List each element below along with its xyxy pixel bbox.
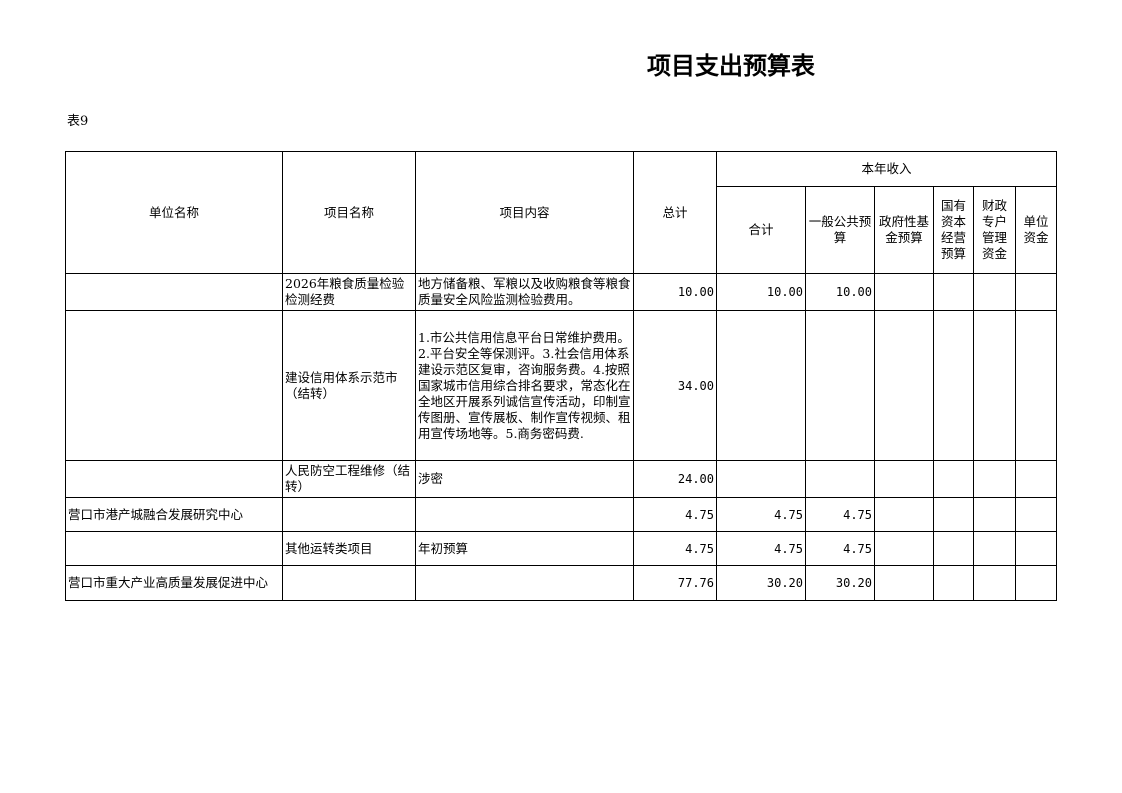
cell-project bbox=[282, 497, 416, 532]
cell-content: 1.市公共信用信息平台日常维护费用。2.平台安全等保测评。3.社会信用体系建设示… bbox=[415, 310, 634, 461]
cell-content: 年初预算 bbox=[415, 531, 634, 566]
cell-own bbox=[1015, 273, 1057, 311]
cell-own bbox=[1015, 531, 1057, 566]
cell-project: 其他运转类项目 bbox=[282, 531, 416, 566]
table-row: 人民防空工程维修（结转） 涉密 24.00 bbox=[65, 460, 1057, 498]
cell-unit: 营口市港产城融合发展研究中心 bbox=[65, 497, 283, 532]
cell-special bbox=[973, 273, 1016, 311]
cell-total: 34.00 bbox=[633, 310, 717, 461]
table-row: 其他运转类项目 年初预算 4.75 4.75 4.75 bbox=[65, 531, 1057, 566]
header-income: 本年收入 bbox=[716, 151, 1057, 187]
cell-special bbox=[973, 531, 1016, 566]
cell-state bbox=[933, 273, 974, 311]
header-sum: 合计 bbox=[716, 186, 806, 274]
cell-fund bbox=[874, 531, 934, 566]
cell-sum bbox=[716, 310, 806, 461]
header-content: 项目内容 bbox=[415, 151, 634, 274]
cell-special bbox=[973, 310, 1016, 461]
cell-fund bbox=[874, 565, 934, 601]
cell-state bbox=[933, 497, 974, 532]
header-unit: 单位名称 bbox=[65, 151, 283, 274]
cell-general: 4.75 bbox=[805, 497, 875, 532]
table-row: 营口市港产城融合发展研究中心 4.75 4.75 4.75 bbox=[65, 497, 1057, 532]
header-general: 一般公共预算 bbox=[805, 186, 875, 274]
header-own: 单位资金 bbox=[1015, 186, 1057, 274]
cell-unit bbox=[65, 310, 283, 461]
cell-state bbox=[933, 460, 974, 498]
cell-fund bbox=[874, 497, 934, 532]
cell-sum: 10.00 bbox=[716, 273, 806, 311]
cell-project: 建设信用体系示范市（结转） bbox=[282, 310, 416, 461]
cell-own bbox=[1015, 497, 1057, 532]
cell-state bbox=[933, 565, 974, 601]
table-number: 表9 bbox=[67, 114, 89, 129]
cell-total: 4.75 bbox=[633, 497, 717, 532]
cell-fund bbox=[874, 273, 934, 311]
cell-fund bbox=[874, 310, 934, 461]
cell-own bbox=[1015, 310, 1057, 461]
cell-total: 4.75 bbox=[633, 531, 717, 566]
cell-total: 77.76 bbox=[633, 565, 717, 601]
cell-unit bbox=[65, 273, 283, 311]
cell-content bbox=[415, 497, 634, 532]
table-row: 营口市重大产业高质量发展促进中心 77.76 30.20 30.20 bbox=[65, 565, 1057, 601]
cell-total: 24.00 bbox=[633, 460, 717, 498]
table-row: 建设信用体系示范市（结转） 1.市公共信用信息平台日常维护费用。2.平台安全等保测… bbox=[65, 310, 1057, 461]
cell-state bbox=[933, 531, 974, 566]
budget-table: 单位名称 项目名称 项目内容 总计 本年收入 合计 一般公共预算 政府性基金预算… bbox=[65, 151, 1057, 601]
cell-content: 涉密 bbox=[415, 460, 634, 498]
cell-fund bbox=[874, 460, 934, 498]
cell-content: 地方储备粮、军粮以及收购粮食等粮食质量安全风险监测检验费用。 bbox=[415, 273, 634, 311]
cell-general bbox=[805, 460, 875, 498]
cell-general: 30.20 bbox=[805, 565, 875, 601]
header-project: 项目名称 bbox=[282, 151, 416, 274]
cell-total: 10.00 bbox=[633, 273, 717, 311]
cell-general bbox=[805, 310, 875, 461]
header-fund: 政府性基金预算 bbox=[874, 186, 934, 274]
cell-sum: 30.20 bbox=[716, 565, 806, 601]
header-state: 国有资本经营预算 bbox=[933, 186, 974, 274]
cell-sum: 4.75 bbox=[716, 497, 806, 532]
cell-special bbox=[973, 460, 1016, 498]
cell-content bbox=[415, 565, 634, 601]
cell-own bbox=[1015, 460, 1057, 498]
cell-own bbox=[1015, 565, 1057, 601]
cell-general: 10.00 bbox=[805, 273, 875, 311]
cell-unit bbox=[65, 460, 283, 498]
cell-general: 4.75 bbox=[805, 531, 875, 566]
cell-unit bbox=[65, 531, 283, 566]
cell-special bbox=[973, 497, 1016, 532]
cell-project: 人民防空工程维修（结转） bbox=[282, 460, 416, 498]
cell-project: 2026年粮食质量检验检测经费 bbox=[282, 273, 416, 311]
cell-special bbox=[973, 565, 1016, 601]
table-row: 2026年粮食质量检验检测经费 地方储备粮、军粮以及收购粮食等粮食质量安全风险监测… bbox=[65, 273, 1057, 311]
cell-project bbox=[282, 565, 416, 601]
cell-unit: 营口市重大产业高质量发展促进中心 bbox=[65, 565, 283, 601]
header-special: 财政专户管理资金 bbox=[973, 186, 1016, 274]
page-title: 项目支出预算表 bbox=[647, 51, 815, 80]
header-total: 总计 bbox=[633, 151, 717, 274]
cell-sum: 4.75 bbox=[716, 531, 806, 566]
cell-state bbox=[933, 310, 974, 461]
cell-sum bbox=[716, 460, 806, 498]
